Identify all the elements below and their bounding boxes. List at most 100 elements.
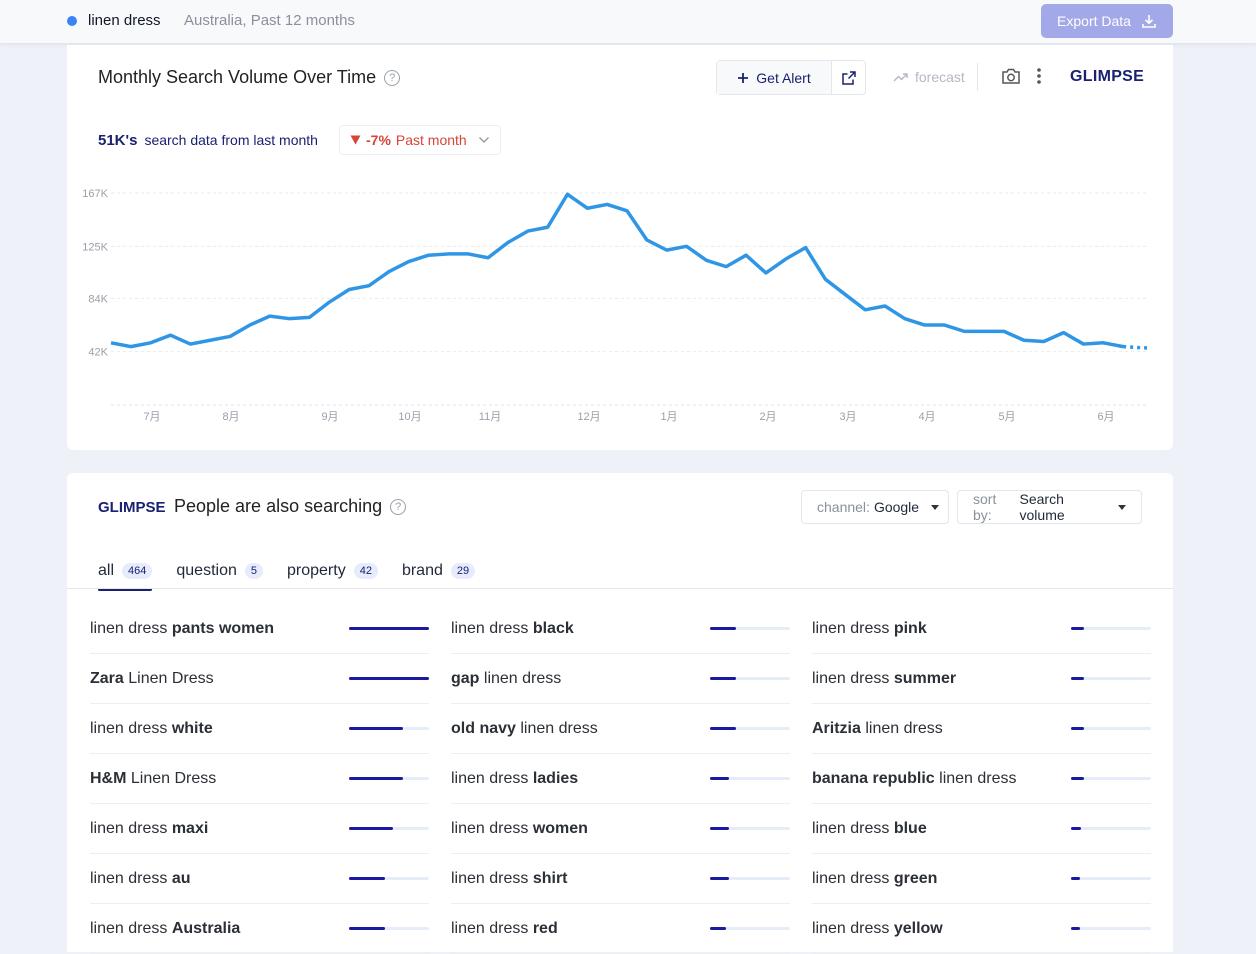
change-period: Past month	[396, 132, 467, 148]
term-highlight: pink	[894, 620, 927, 637]
x-tick-label: 7月	[143, 411, 160, 423]
related-search-item[interactable]: linen dress Australia	[90, 904, 429, 954]
related-search-item[interactable]: banana republic linen dress	[812, 754, 1151, 804]
term-prefix: linen dress	[90, 720, 172, 737]
related-search-item[interactable]: gap linen dress	[451, 654, 790, 704]
tab-property[interactable]: property 42	[287, 553, 378, 589]
related-search-text: linen dress au	[90, 870, 191, 888]
related-search-item[interactable]: linen dress green	[812, 854, 1151, 904]
related-search-text: H&M Linen Dress	[90, 770, 216, 788]
related-search-item[interactable]: Zara Linen Dress	[90, 654, 429, 704]
term-highlight: green	[894, 870, 938, 887]
related-search-item[interactable]: H&M Linen Dress	[90, 754, 429, 804]
related-search-item[interactable]: linen dress yellow	[812, 904, 1151, 954]
term-prefix: linen dress	[90, 920, 172, 937]
channel-select[interactable]: channel: Google	[801, 490, 949, 524]
glimpse-logo: GLIMPSE	[1070, 68, 1144, 86]
caret-down-icon	[1118, 505, 1126, 510]
export-data-button[interactable]: Export Data	[1041, 4, 1173, 38]
related-search-item[interactable]: linen dress maxi	[90, 804, 429, 854]
term-prefix: linen dress	[812, 870, 894, 887]
related-search-item[interactable]: linen dress black	[451, 604, 790, 654]
volume-bar-fill	[710, 627, 736, 630]
related-search-item[interactable]: linen dress summer	[812, 654, 1151, 704]
stat-text: search data from last month	[144, 132, 318, 148]
term-prefix: linen dress	[812, 620, 894, 637]
term-highlight: ladies	[533, 770, 578, 787]
related-search-item[interactable]: linen dress pants women	[90, 604, 429, 654]
glimpse-logo: GLIMPSE	[98, 499, 166, 516]
help-icon[interactable]: ?	[390, 499, 406, 515]
related-search-item[interactable]: linen dress blue	[812, 804, 1151, 854]
related-search-item[interactable]: linen dress au	[90, 854, 429, 904]
change-value: -7%	[366, 132, 391, 148]
chevron-down-icon	[478, 136, 490, 144]
term-highlight: yellow	[894, 920, 943, 937]
channel-value: Google	[874, 499, 919, 515]
related-search-item[interactable]: linen dress white	[90, 704, 429, 754]
term-highlight: women	[533, 820, 588, 837]
filter-tabs: all 464 question 5 property 42 brand 29	[98, 553, 475, 589]
related-title-text: People are also searching	[174, 496, 382, 517]
term-highlight: black	[533, 620, 574, 637]
related-search-item[interactable]: linen dress shirt	[451, 854, 790, 904]
term-prefix: linen dress	[451, 820, 533, 837]
related-search-item[interactable]: old navy linen dress	[451, 704, 790, 754]
keyword-color-dot	[67, 16, 77, 26]
volume-bar-fill	[349, 727, 403, 730]
term-highlight: old navy	[451, 720, 516, 737]
related-search-text: gap linen dress	[451, 670, 561, 688]
tab-all[interactable]: all 464	[98, 553, 152, 589]
get-alert-button[interactable]: Get Alert	[717, 61, 832, 94]
related-search-item[interactable]: Aritzia linen dress	[812, 704, 1151, 754]
open-external-button[interactable]	[832, 61, 865, 94]
term-highlight: au	[172, 870, 191, 887]
forecast-toggle[interactable]: forecast	[893, 69, 965, 85]
term-suffix: linen dress	[861, 720, 943, 737]
related-search-item[interactable]: linen dress red	[451, 904, 790, 954]
term-highlight: gap	[451, 670, 479, 687]
related-search-text: Zara Linen Dress	[90, 670, 214, 688]
volume-bar-fill	[710, 827, 729, 830]
external-link-icon	[842, 71, 856, 85]
tab-question[interactable]: question 5	[176, 553, 263, 589]
top-bar: linen dress Australia, Past 12 months Ex…	[0, 0, 1256, 44]
help-icon[interactable]: ?	[384, 70, 400, 86]
volume-bar	[349, 827, 429, 830]
term-highlight: Zara	[90, 670, 124, 687]
camera-icon[interactable]	[1001, 67, 1021, 85]
volume-bar-fill	[349, 827, 393, 830]
term-prefix: linen dress	[812, 670, 894, 687]
change-dropdown[interactable]: -7% Past month	[339, 125, 501, 155]
related-search-text: linen dress red	[451, 920, 558, 938]
tab-label: question	[176, 562, 237, 580]
term-prefix: linen dress	[451, 920, 533, 937]
related-search-item[interactable]: linen dress ladies	[451, 754, 790, 804]
x-tick-label: 3月	[839, 411, 856, 423]
term-highlight: red	[533, 920, 558, 937]
x-tick-label: 4月	[918, 411, 935, 423]
tab-brand[interactable]: brand 29	[402, 553, 475, 589]
volume-bar-fill	[710, 877, 729, 880]
related-searches-card: GLIMPSE People are also searching ? chan…	[67, 473, 1173, 952]
x-tick-label: 8月	[222, 411, 239, 423]
volume-bar	[1071, 927, 1151, 930]
term-highlight: blue	[894, 820, 927, 837]
related-search-item[interactable]: linen dress pink	[812, 604, 1151, 654]
term-prefix: linen dress	[451, 620, 533, 637]
related-search-item[interactable]: linen dress women	[451, 804, 790, 854]
toolbar-divider	[977, 63, 978, 91]
term-highlight: Aritzia	[812, 720, 861, 737]
forecast-label: forecast	[915, 69, 965, 85]
volume-bar	[1071, 877, 1151, 880]
sort-select[interactable]: sort by: Search volume	[957, 490, 1142, 524]
x-tick-label: 5月	[998, 411, 1015, 423]
related-searches-title: People are also searching ?	[174, 496, 406, 517]
term-highlight: Australia	[172, 920, 240, 937]
volume-bar	[1071, 677, 1151, 680]
tab-count-badge: 29	[451, 563, 475, 579]
more-options-icon[interactable]	[1035, 67, 1043, 85]
download-icon	[1141, 13, 1157, 29]
tab-label: all	[98, 562, 114, 580]
